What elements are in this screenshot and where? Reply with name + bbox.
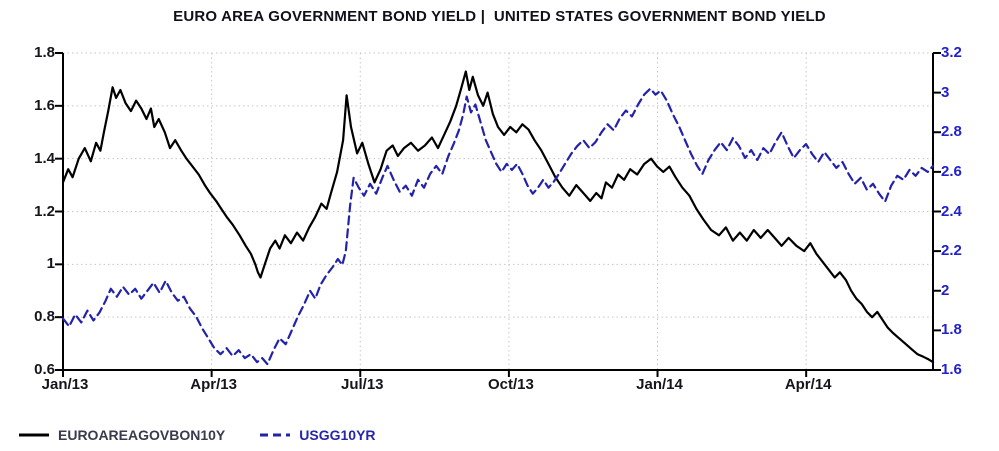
- y-right-tick-label: 2.2: [941, 242, 962, 260]
- y-right-tick-label: 1.8: [941, 321, 962, 339]
- y-left-tick-label: 1.6: [34, 96, 55, 114]
- y-right-tick-label: 3: [941, 83, 950, 101]
- legend-label-euro: EUROAREAGOVBON10Y: [58, 427, 226, 443]
- y-right-tick-label: 1.6: [941, 361, 962, 378]
- x-tick-label: Jul/13: [341, 376, 384, 393]
- legend-item-usgg10yr[interactable]: USGG10YR: [259, 427, 376, 443]
- euro-line-swatch-icon: [19, 433, 49, 437]
- x-tick-label: Apr/14: [784, 376, 832, 393]
- y-right-tick-label: 2.4: [941, 202, 962, 220]
- us-line-swatch-icon: [260, 433, 291, 437]
- x-tick-label: Jan/14: [636, 376, 683, 393]
- y-left-tick-label: 1.8: [34, 44, 55, 61]
- x-tick-label: Jan/13: [41, 376, 89, 393]
- chart-title: EURO AREA GOVERNMENT BOND YIELD | UNITED…: [173, 8, 826, 25]
- y-right-tick-label: 3.2: [941, 44, 962, 61]
- y-right-tick-label: 2.6: [941, 162, 962, 180]
- y-left-tick-label: 1: [46, 255, 55, 273]
- series-line-euroareagovbon10y: [61, 70, 935, 364]
- x-tick-label: Oct/13: [487, 376, 534, 393]
- series-line-usgg10yr: [61, 87, 935, 366]
- legend-item-euroareagovbon10y[interactable]: EUROAREAGOVBON10Y: [18, 427, 225, 443]
- legend: EUROAREAGOVBON10Y USGG10YR: [18, 427, 376, 443]
- x-tick-label: Apr/13: [190, 376, 237, 393]
- y-left-tick-label: 1.2: [34, 202, 55, 220]
- legend-label-us: USGG10YR: [299, 427, 376, 443]
- y-left-tick-label: 1.4: [34, 149, 55, 167]
- y-right-tick-label: 2.8: [941, 123, 962, 141]
- y-left-tick-label: 0.6: [34, 361, 55, 378]
- y-left-tick-label: 0.8: [34, 308, 55, 326]
- y-right-tick-label: 2: [941, 281, 950, 299]
